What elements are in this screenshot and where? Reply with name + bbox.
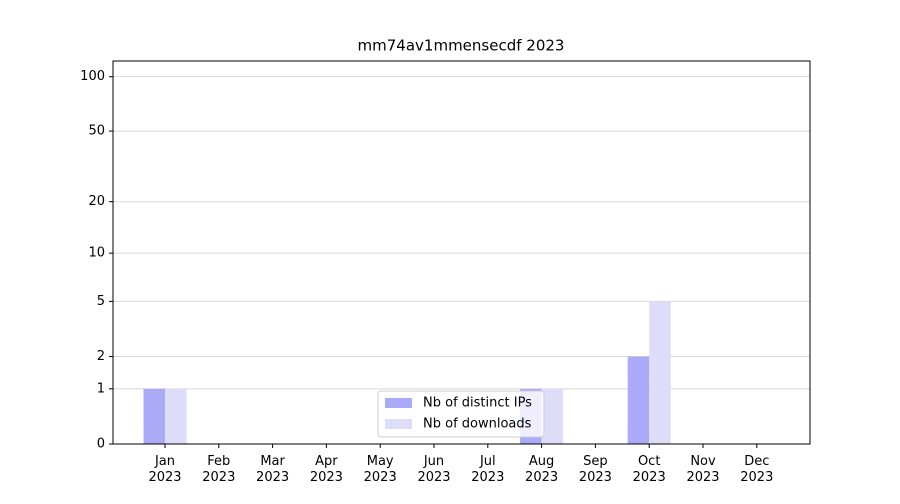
- legend-label: Nb of downloads: [423, 417, 532, 432]
- axes-frame: [112, 60, 811, 445]
- y-tick-label: 20: [88, 194, 105, 209]
- chart-title: mm74av1mmensecdf 2023: [358, 37, 565, 55]
- x-tick-label: Oct 2023: [633, 454, 666, 485]
- y-tick-label: 5: [97, 294, 105, 309]
- legend-swatch: [385, 398, 412, 408]
- y-tick-label: 50: [88, 124, 105, 139]
- x-tick-label: Sep 2023: [579, 454, 612, 485]
- x-tick-label: Jun 2023: [417, 454, 450, 485]
- bar: [165, 388, 187, 444]
- y-tick-label: 1: [97, 381, 105, 396]
- legend-label: Nb of distinct IPs: [423, 396, 532, 411]
- legend-box: [377, 390, 545, 438]
- bar: [143, 388, 165, 444]
- legend-swatch: [385, 419, 412, 429]
- bar: [541, 388, 564, 444]
- legend: Nb of distinct IPs Nb of downloads: [377, 390, 545, 438]
- x-tick-label: Mar 2023: [256, 454, 289, 485]
- x-tick-label: Dec 2023: [740, 454, 773, 485]
- y-tick-label: 0: [97, 437, 105, 452]
- x-tick-label: Apr 2023: [310, 454, 343, 485]
- x-tick-label: Jan 2023: [148, 454, 181, 485]
- x-tick-label: Jul 2023: [471, 454, 504, 485]
- y-tick-label: 10: [88, 246, 105, 261]
- bar: [627, 356, 650, 444]
- x-tick-label: Feb 2023: [202, 454, 235, 485]
- x-tick-label: Nov 2023: [686, 454, 719, 485]
- y-tick-label: 100: [80, 69, 105, 84]
- x-tick-label: Aug 2023: [525, 454, 558, 485]
- y-tick-label: 2: [97, 349, 105, 364]
- bar: [649, 301, 671, 444]
- x-tick-label: May 2023: [364, 454, 397, 485]
